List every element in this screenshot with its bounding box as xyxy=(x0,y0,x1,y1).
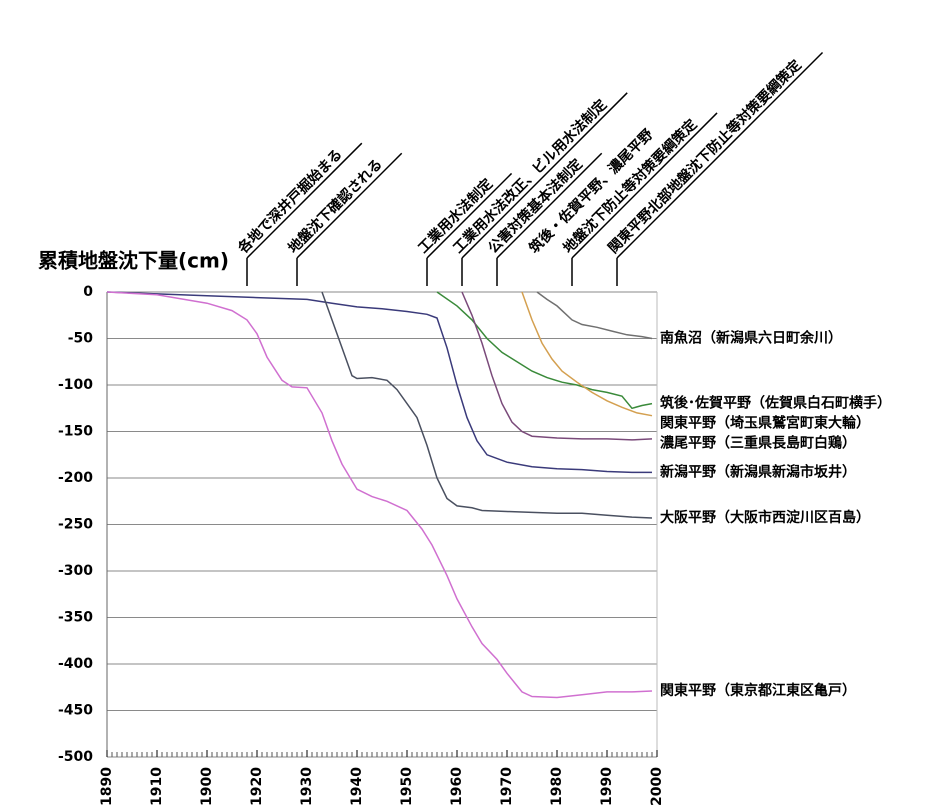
y-tick-label: 0 xyxy=(83,284,93,300)
y-tick-label: -50 xyxy=(68,331,94,347)
series-line xyxy=(461,291,653,441)
x-tick-label: 1890 xyxy=(99,767,115,806)
series-label: 関東平野（埼玉県鷲宮町東大輪） xyxy=(660,415,870,432)
event-leader xyxy=(571,112,718,259)
y-tick-label: -200 xyxy=(58,470,93,486)
event-leader xyxy=(296,152,403,259)
x-tick-label: 1940 xyxy=(349,767,365,806)
x-tick-label: 1950 xyxy=(399,767,415,806)
series-label: 南魚沼（新潟県六日町余川） xyxy=(660,330,842,347)
series-line xyxy=(521,291,653,417)
event-leader xyxy=(461,92,628,259)
x-tick-label: 1920 xyxy=(249,767,265,806)
series-label: 濃尾平野（三重県長島町白鶏） xyxy=(660,435,856,452)
series-line xyxy=(106,291,653,699)
x-tick-label: 1990 xyxy=(599,767,615,806)
series-line xyxy=(436,291,653,410)
event-leader xyxy=(616,51,824,259)
series-line xyxy=(106,291,652,474)
y-tick-label: -150 xyxy=(58,424,93,440)
y-tick-label: -250 xyxy=(58,517,93,533)
series-line xyxy=(321,291,653,519)
series-label: 筑後･佐賀平野（佐賀県白石町横手） xyxy=(660,395,891,412)
y-tick-label: -500 xyxy=(58,749,93,765)
series-label: 新潟平野（新潟県新潟市坂井） xyxy=(660,463,856,480)
series-label: 関東平野（東京都江東区亀戸） xyxy=(660,682,856,699)
x-tick-label: 1980 xyxy=(549,767,565,806)
series-label: 大阪平野（大阪市西淀川区百島） xyxy=(660,509,870,526)
x-tick-label: 1960 xyxy=(449,767,465,806)
event-leader xyxy=(426,172,513,259)
y-axis-label: 累積地盤沈下量(cm) xyxy=(38,249,229,273)
y-tick-label: -350 xyxy=(58,610,93,626)
x-tick-label: 1930 xyxy=(299,767,315,806)
series-line xyxy=(536,291,653,340)
y-tick-label: -450 xyxy=(58,703,93,719)
y-tick-label: -100 xyxy=(58,377,93,393)
y-tick-label: -400 xyxy=(58,656,93,672)
x-tick-label: 1910 xyxy=(149,767,165,806)
event-leader xyxy=(496,152,603,259)
x-tick-label: 1900 xyxy=(199,767,215,806)
x-tick-label: 2000 xyxy=(649,767,665,806)
event-leader xyxy=(246,142,363,259)
y-tick-label: -300 xyxy=(58,563,93,579)
x-tick-label: 1970 xyxy=(499,767,515,806)
